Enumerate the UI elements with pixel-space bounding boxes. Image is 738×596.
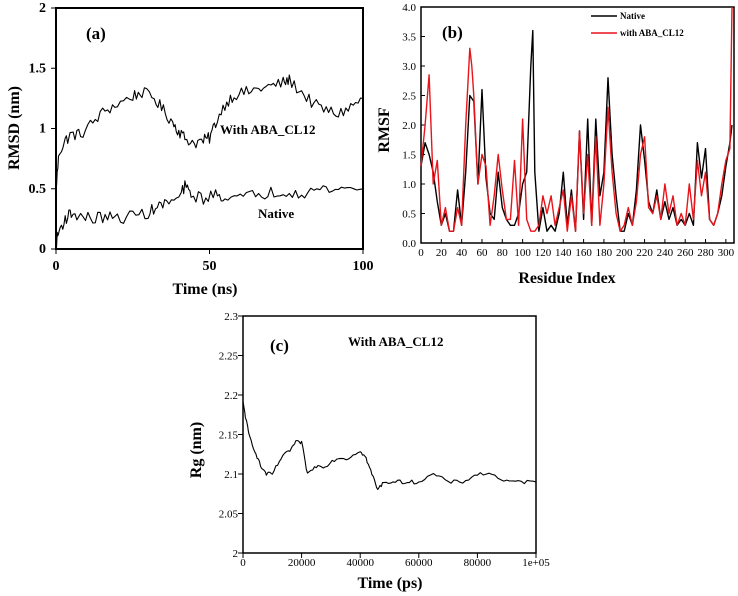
panel-c-series [242,401,537,490]
panel-b: 0 20 40 60 80 100 120 140 160 180 200 220 240 260 280 3… [376,2,735,287]
y-tick-label: 2.3 [224,311,238,323]
y-tick-label: 2.2 [224,390,238,402]
panel-b-ylabel: RMSF [376,107,393,153]
series-line-a-0 [55,74,364,187]
panel-c-ylabel: Rg (nm) [188,422,205,478]
x-tick-label: 0 [240,557,246,569]
y-tick-label: 1.0 [402,179,416,191]
y-tick-label: 2 [39,1,46,16]
series-line-c-0 [242,401,537,490]
x-tick-label: 20 [436,247,448,259]
y-tick-label: 1.5 [402,150,416,162]
x-tick-label: 1e+05 [522,557,550,569]
panel-a-annotation-native: Native [258,206,294,221]
x-tick-label: 240 [657,247,674,259]
panel-b-xlabel: Residue Index [518,270,615,287]
y-tick-label: 0 [39,242,46,257]
panel-c: 0 20000 40000 60000 80000 1e+05 2 2.05 2.1 2.15 2.… [188,311,550,592]
x-tick-label: 40 [456,247,468,259]
x-tick-label: 180 [596,247,613,259]
y-tick-label: 2.1 [224,469,238,481]
x-tick-label: 80 [497,247,509,259]
y-tick-label: 2.15 [219,430,239,442]
x-tick-label: 100 [514,247,531,259]
y-tick-label: 2 [233,548,239,560]
x-tick-label: 60000 [405,557,433,569]
y-tick-label: 0.5 [29,182,47,197]
panel-a: 0 50 100 0 0.5 1 1.5 2 (a) With ABA_CL12 Native… [6,1,374,298]
panel-b-series [420,6,733,232]
legend-label-treated: with ABA_CL12 [620,28,684,38]
panel-b-tag: (b) [442,23,463,42]
x-tick-label: 120 [535,247,552,259]
y-tick-label: 3.0 [402,61,416,73]
x-tick-label: 160 [575,247,592,259]
panel-a-series [55,74,364,247]
legend-label-native: Native [620,11,645,21]
series-line-b-1 [420,6,733,232]
y-tick-label: 2.5 [402,91,416,103]
y-tick-label: 2.0 [402,120,416,132]
x-tick-label: 50 [203,259,217,274]
x-tick-label: 80000 [464,557,492,569]
y-tick-label: 2.25 [219,351,239,363]
x-tick-label: 100 [353,259,374,274]
x-tick-label: 0 [53,259,60,274]
x-tick-label: 280 [697,247,714,259]
panel-c-tag: (c) [270,336,289,355]
y-tick-label: 1 [39,122,46,137]
panel-c-annotation: With ABA_CL12 [348,334,443,349]
panel-b-legend: Native with ABA_CL12 [591,11,684,38]
x-tick-label: 260 [677,247,694,259]
panel-b-ticks: 0 20 40 60 80 100 120 140 160 180 200 220 240 260 280 3… [402,2,734,259]
panel-a-ylabel: RMSD (nm) [6,86,23,170]
x-tick-label: 220 [636,247,653,259]
y-tick-label: 0.0 [402,238,416,250]
y-tick-label: 3.5 [402,32,416,44]
x-tick-label: 0 [418,247,424,259]
panel-a-tag: (a) [86,24,106,43]
y-tick-label: 0.5 [402,209,416,221]
panel-a-ticks: 0 50 100 0 0.5 1 1.5 2 [29,1,374,274]
x-tick-label: 300 [718,247,735,259]
panel-c-xlabel: Time (ps) [357,575,422,592]
panel-a-xlabel: Time (ns) [172,281,237,298]
y-tick-label: 4.0 [402,2,416,14]
x-tick-label: 60 [476,247,488,259]
x-tick-label: 140 [555,247,572,259]
panel-a-annotation-treated: With ABA_CL12 [220,122,315,137]
y-tick-label: 1.5 [29,61,47,76]
x-tick-label: 40000 [346,557,374,569]
y-tick-label: 2.05 [219,509,239,521]
x-tick-label: 20000 [288,557,316,569]
x-tick-label: 200 [616,247,633,259]
series-line-a-1 [55,180,364,247]
panel-a-frame [55,7,364,250]
panel-c-ticks: 0 20000 40000 60000 80000 1e+05 2 2.05 2.1 2.15 2.… [219,311,551,569]
